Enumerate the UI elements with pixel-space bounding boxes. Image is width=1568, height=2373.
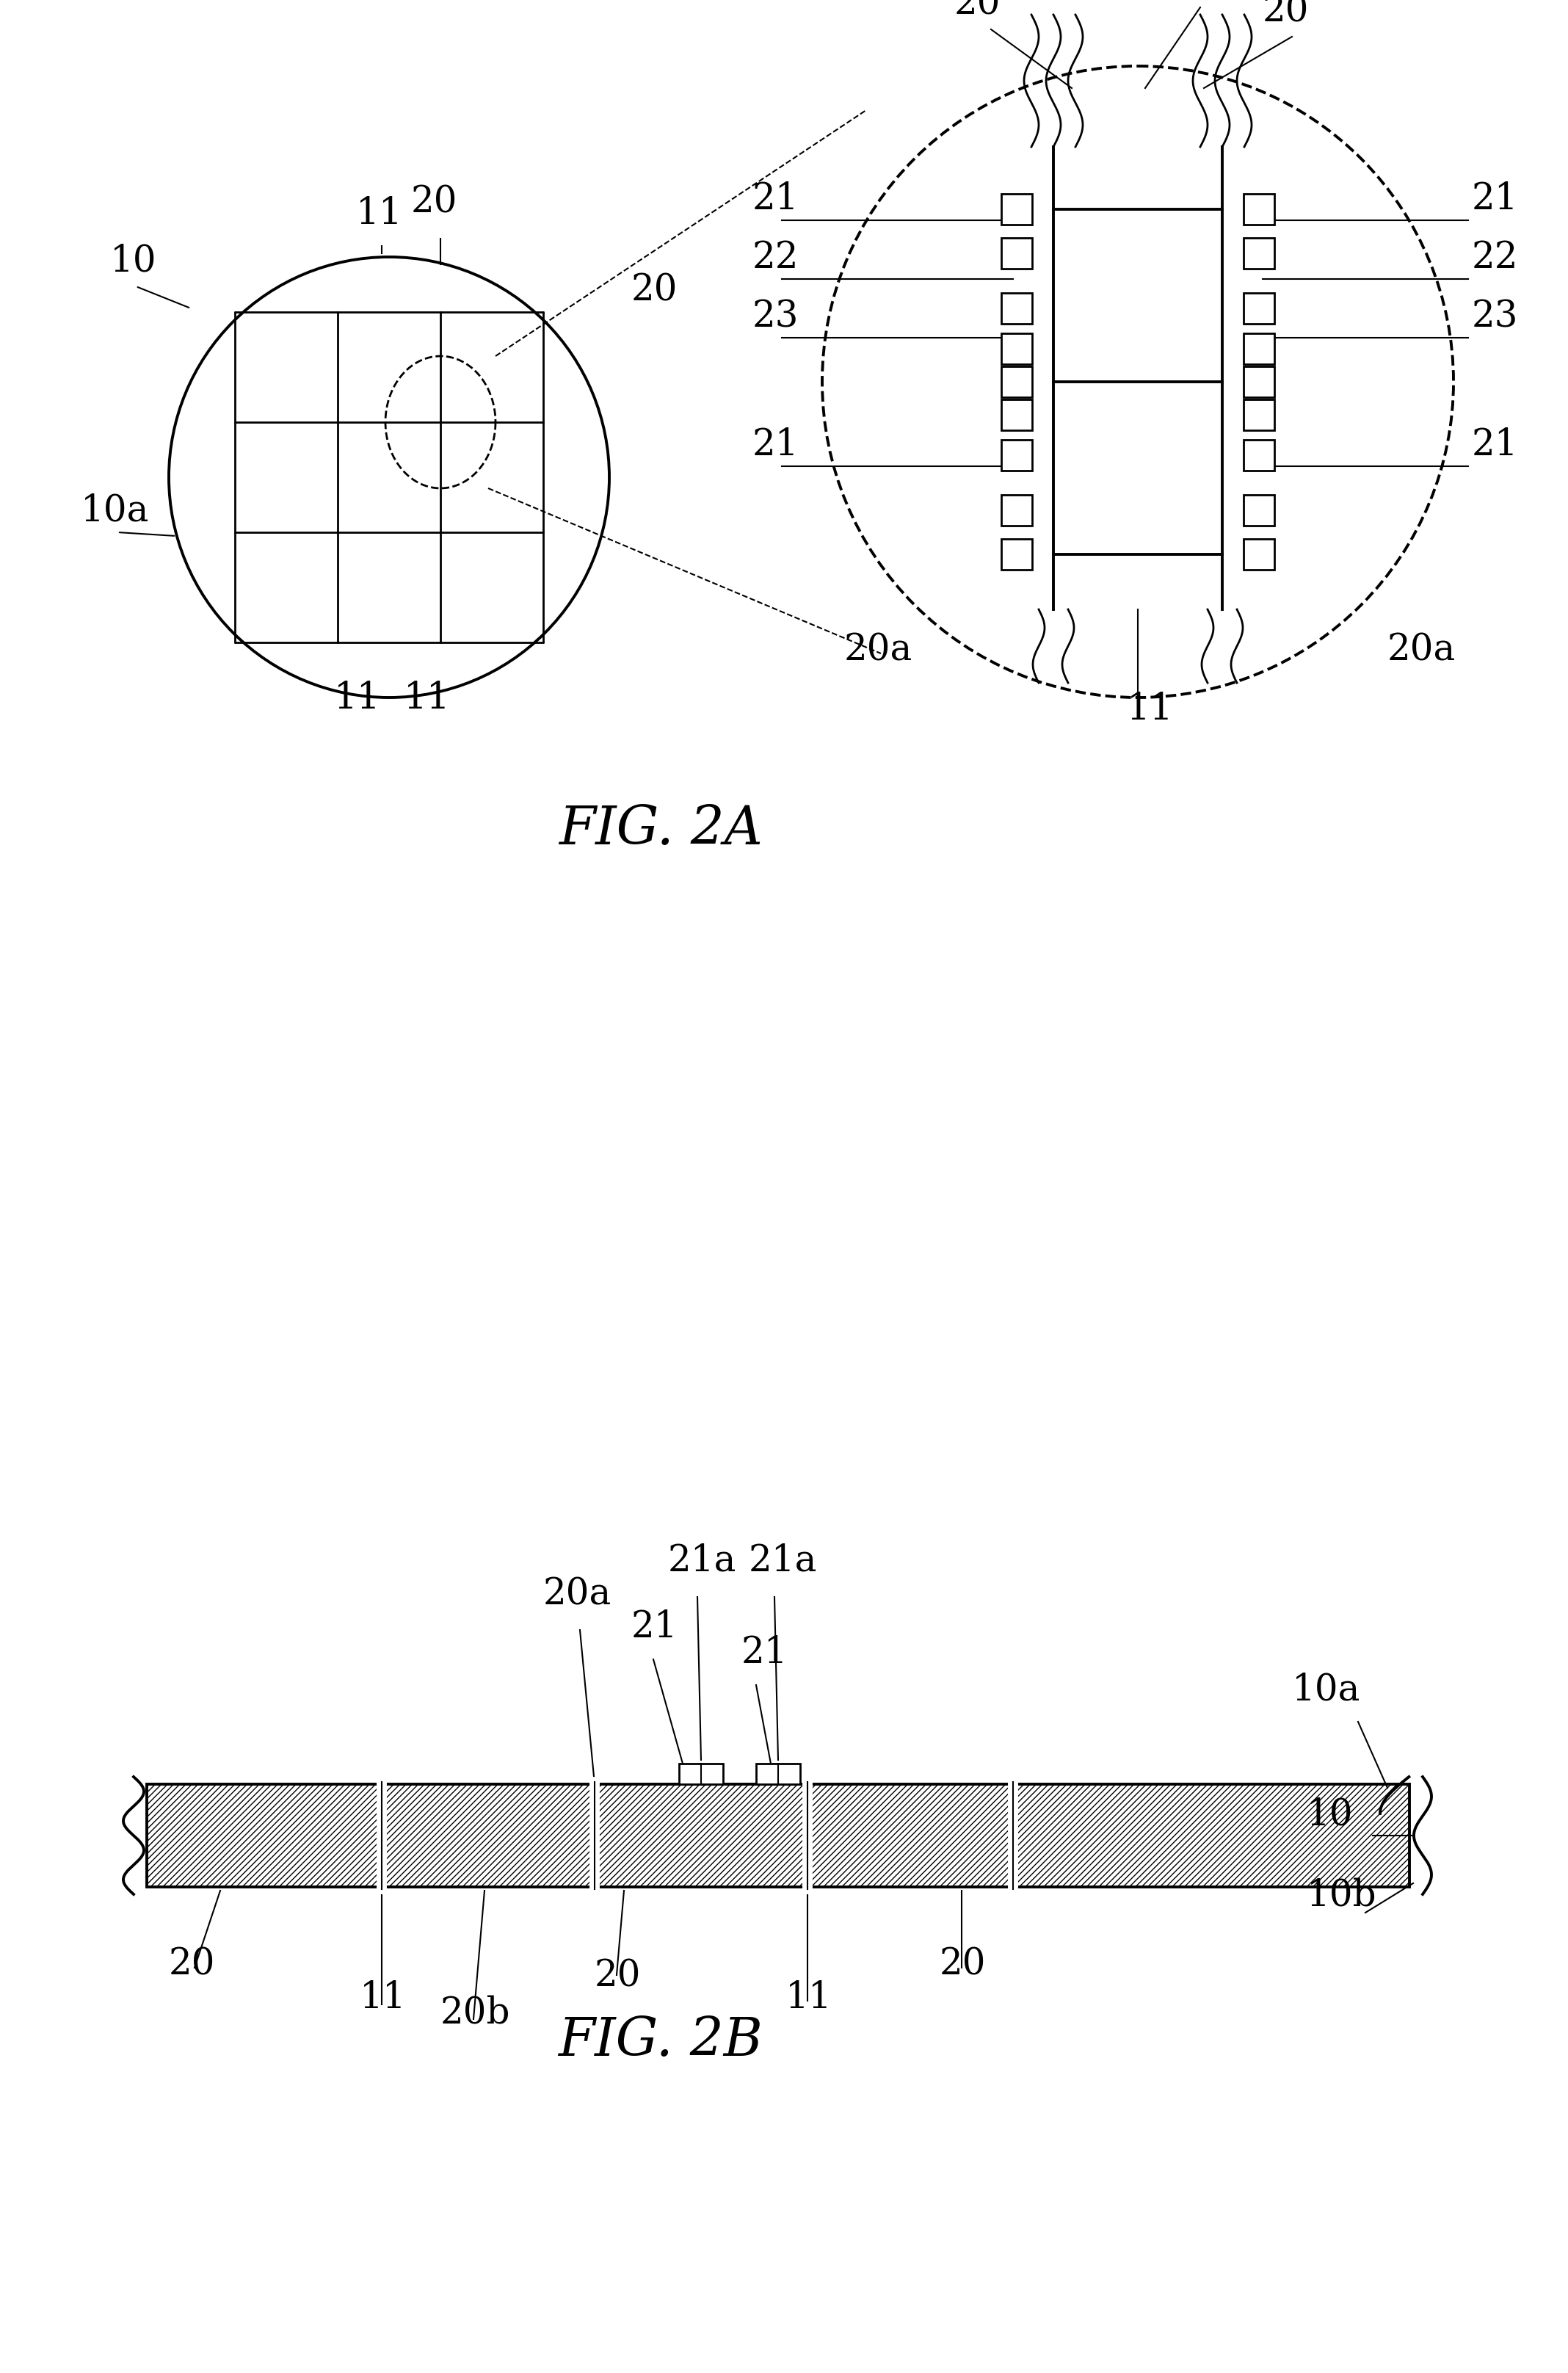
Text: 10: 10 — [110, 244, 157, 280]
Text: 20: 20 — [955, 0, 1000, 24]
Text: 21: 21 — [1472, 180, 1518, 218]
Bar — [1243, 332, 1275, 363]
Text: 11: 11 — [334, 681, 381, 717]
Text: 21: 21 — [632, 1609, 677, 1644]
Bar — [1002, 539, 1032, 570]
Text: 11: 11 — [403, 681, 450, 717]
Text: 21: 21 — [753, 180, 800, 218]
Text: 20: 20 — [594, 1958, 641, 1993]
Text: 23: 23 — [1472, 299, 1518, 335]
Text: 10a: 10a — [80, 494, 149, 529]
Bar — [1243, 539, 1275, 570]
Bar — [1002, 237, 1032, 268]
Text: 11: 11 — [356, 195, 403, 233]
Bar — [756, 1763, 800, 1784]
Bar — [1002, 292, 1032, 323]
Text: 11: 11 — [1127, 691, 1173, 729]
Circle shape — [822, 66, 1454, 698]
Bar — [1002, 332, 1032, 363]
Bar — [1002, 496, 1032, 527]
Text: 21: 21 — [1472, 427, 1518, 463]
Text: 21: 21 — [742, 1635, 789, 1671]
Text: 21: 21 — [753, 427, 800, 463]
Text: 22: 22 — [753, 240, 800, 275]
Bar — [1243, 237, 1275, 268]
Text: FIG. 2A: FIG. 2A — [558, 804, 762, 854]
Bar — [1243, 195, 1275, 225]
Bar — [1243, 496, 1275, 527]
Text: 11: 11 — [786, 1979, 833, 2017]
Bar — [1002, 365, 1032, 396]
Text: FIG. 2B: FIG. 2B — [558, 2015, 764, 2067]
Bar — [679, 1763, 723, 1784]
Text: 20: 20 — [1262, 0, 1309, 31]
Text: 20a: 20a — [543, 1576, 612, 1611]
Text: 21a: 21a — [668, 1542, 737, 1580]
Text: 10b: 10b — [1306, 1877, 1377, 1913]
Text: 22: 22 — [1472, 240, 1518, 275]
Bar — [1002, 195, 1032, 225]
Bar — [1002, 399, 1032, 430]
Text: 20: 20 — [632, 273, 677, 308]
Text: 20: 20 — [411, 185, 458, 221]
Text: 10a: 10a — [1292, 1671, 1361, 1709]
Text: 20a: 20a — [1388, 634, 1455, 669]
Text: 20a: 20a — [844, 634, 913, 669]
Bar — [1243, 365, 1275, 396]
Bar — [1243, 439, 1275, 470]
Bar — [1243, 399, 1275, 430]
Bar — [147, 1784, 1410, 1887]
Text: 20b: 20b — [441, 1996, 511, 2031]
Text: 23: 23 — [753, 299, 800, 335]
Bar — [1002, 439, 1032, 470]
Text: 20: 20 — [939, 1946, 986, 1984]
Text: 21a: 21a — [750, 1542, 817, 1580]
Bar — [1243, 292, 1275, 323]
Text: 10: 10 — [1306, 1796, 1353, 1832]
Text: 20: 20 — [169, 1946, 215, 1984]
Text: 11: 11 — [359, 1979, 406, 2017]
